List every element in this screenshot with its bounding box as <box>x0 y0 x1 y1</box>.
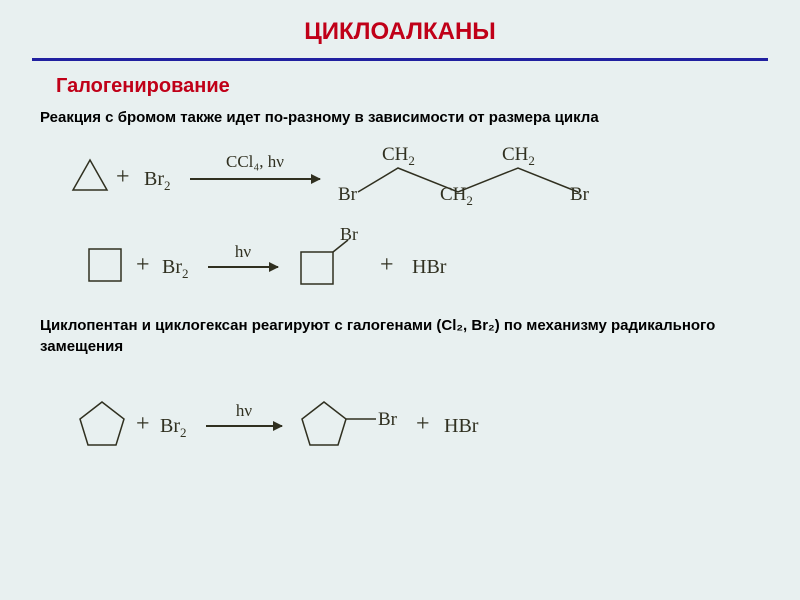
intro-text: Реакция с бромом также идет по-разному в… <box>40 108 760 128</box>
label-br-subst: Br <box>340 224 358 245</box>
page-title: ЦИКЛОАЛКАНЫ <box>0 0 800 46</box>
cyclobutane-icon <box>86 246 124 284</box>
bromocyclopentane-icon <box>298 399 388 451</box>
plus-icon: + <box>380 252 394 279</box>
paragraph-2: Циклопентан и циклогексан реагируют с га… <box>40 316 760 357</box>
label-ch2-1: CH2 <box>382 144 415 169</box>
reagent-br2: Br2 <box>160 415 187 441</box>
arrow-icon <box>206 425 282 427</box>
label-br-left: Br <box>338 184 357 206</box>
label-ch2-3: CH2 <box>502 144 535 169</box>
reagent-br2: Br2 <box>162 256 189 282</box>
plus-icon: + <box>136 411 150 438</box>
label-br-right: Br <box>570 184 589 206</box>
arrow-icon <box>208 266 278 268</box>
reaction-3: + Br2 hν Br + HBr <box>40 387 760 467</box>
plus-icon: + <box>136 252 150 279</box>
reaction-conditions: hν <box>222 401 266 421</box>
plus-icon: + <box>116 164 130 191</box>
arrow-icon <box>190 178 320 180</box>
reaction-2: + Br2 hν Br + HBr <box>40 228 760 294</box>
section-subheading: Галогенирование <box>56 75 800 98</box>
reagent-br2: Br2 <box>144 168 171 194</box>
cyclopropane-icon <box>70 158 110 194</box>
plus-icon: + <box>416 411 430 438</box>
title-underline <box>32 58 768 61</box>
reaction-conditions: hν <box>220 242 266 262</box>
reaction-conditions: CCl₄, hν <box>210 152 300 172</box>
byproduct-hbr: HBr <box>444 415 478 438</box>
cyclopentane-icon <box>76 399 128 449</box>
label-ch2-2: CH2 <box>440 184 473 209</box>
bromocyclobutane-icon <box>298 246 358 290</box>
byproduct-hbr: HBr <box>412 256 446 279</box>
label-br-subst: Br <box>378 409 397 431</box>
reaction-1: + Br2 CCl₄, hν Br CH2 CH2 CH2 Br <box>40 142 760 214</box>
